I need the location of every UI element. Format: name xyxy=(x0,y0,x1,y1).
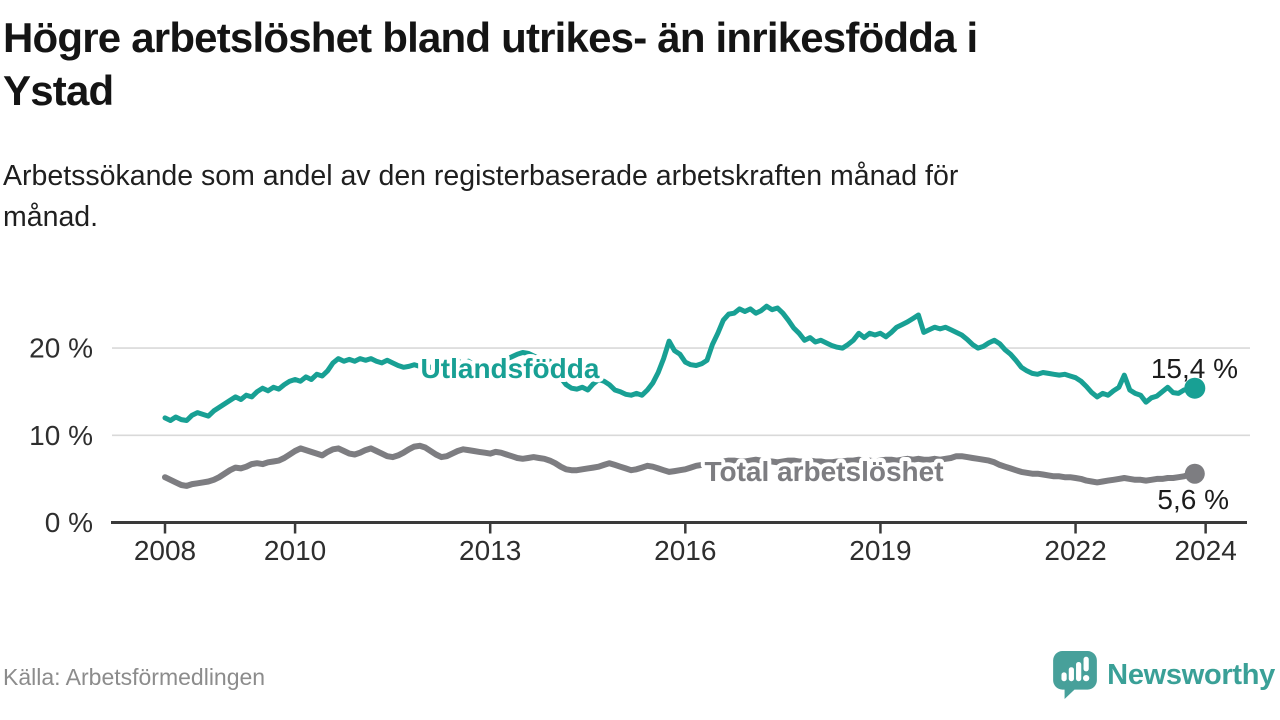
logo-exclamation-dot xyxy=(1083,675,1090,682)
series-label-utlandsfodda: Utlandsfödda xyxy=(421,353,600,384)
newsworthy-logo-icon xyxy=(1053,651,1098,699)
x-axis-tick-label: 2022 xyxy=(1044,535,1106,566)
source-note: Källa: Arbetsförmedlingen xyxy=(3,664,266,690)
series-label-total: Total arbetslöshet xyxy=(704,456,943,487)
series-line-utlandsfodda xyxy=(162,303,1198,423)
newsworthy-brand: Newsworthy xyxy=(1052,650,1275,700)
series-line-total xyxy=(162,442,1198,489)
logo-bubble-shape xyxy=(1053,651,1098,699)
series-end-value-utlandsfodda: 15,4 % xyxy=(1151,353,1238,384)
logo-bar-large xyxy=(1076,661,1082,682)
page-title-line1: Högre arbetslöshet bland utrikes- än inr… xyxy=(3,14,978,61)
page-title: Högre arbetslöshet bland utrikes- än inr… xyxy=(3,12,1243,117)
logo-bar-small xyxy=(1061,672,1067,682)
chart-subtitle: Arbetssökande som andel av den registerb… xyxy=(3,156,1223,238)
x-axis-tick-label: 2024 xyxy=(1174,535,1236,566)
newsworthy-wordmark: Newsworthy xyxy=(1107,658,1275,691)
x-axis-tick-label: 2019 xyxy=(849,535,911,566)
line-chart: 0 % 10 % 20 % 2008 2010 2013 2016 2019 2022 2024 U… xyxy=(29,303,1250,566)
logo-bar-medium xyxy=(1068,667,1075,682)
y-axis-tick-label: 10 % xyxy=(29,420,93,451)
series-end-dot-total xyxy=(1184,463,1205,484)
series-end-dot-utlandsfodda xyxy=(1184,377,1206,399)
page-title-line2: Ystad xyxy=(3,66,114,114)
x-axis-tick-label: 2010 xyxy=(264,535,326,566)
series-end-value-total: 5,6 % xyxy=(1157,484,1229,515)
y-axis-tick-label: 20 % xyxy=(29,333,93,364)
chart-subtitle-line1: Arbetssökande som andel av den registerb… xyxy=(3,160,959,192)
chart-subtitle-line2: månad. xyxy=(3,200,99,233)
x-axis-tick-label: 2013 xyxy=(459,535,521,566)
x-axis-tick-label: 2016 xyxy=(654,535,716,566)
y-axis-tick-label: 0 % xyxy=(45,507,93,538)
logo-exclamation-bar xyxy=(1083,656,1089,672)
x-axis-tick-label: 2008 xyxy=(134,535,196,566)
